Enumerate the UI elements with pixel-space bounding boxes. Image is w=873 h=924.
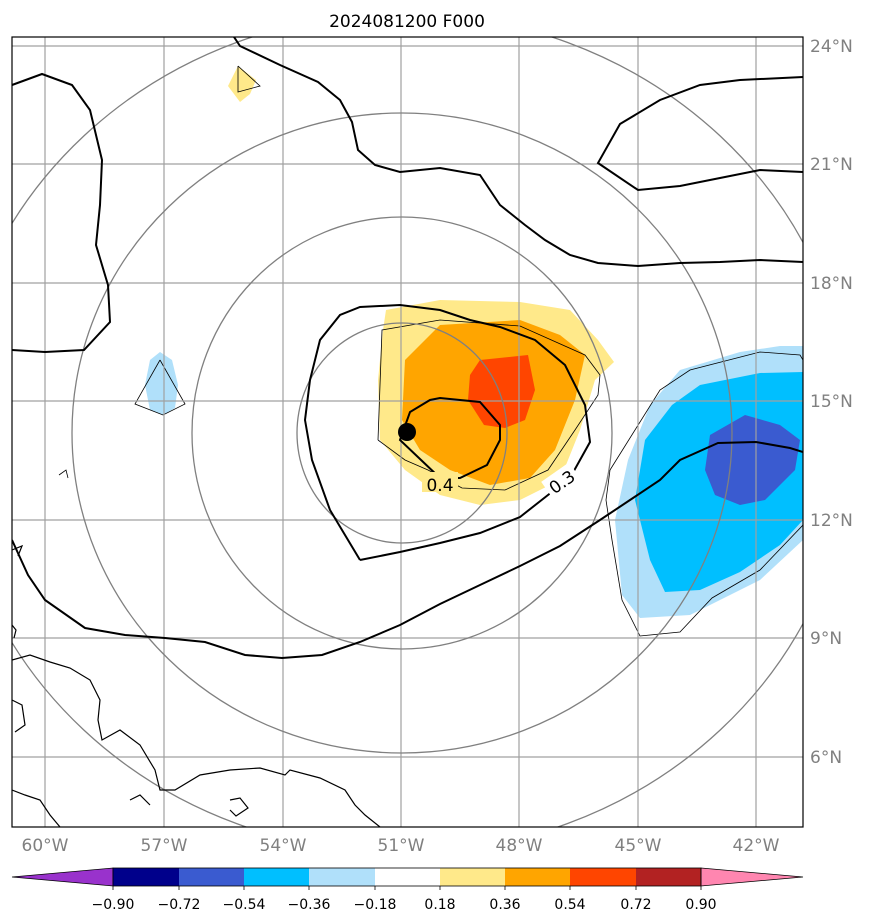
lon-label: 51°W bbox=[378, 836, 425, 856]
colorbar-tick-label: 0.54 bbox=[554, 897, 585, 913]
colorbar-segment bbox=[636, 868, 701, 886]
lon-label: 54°W bbox=[260, 836, 307, 856]
colorbar-segment bbox=[309, 868, 375, 886]
colorbar-segment bbox=[570, 868, 636, 886]
colorbar-tick-label: −0.72 bbox=[158, 897, 201, 913]
colorbar-tick-labels: −0.90 −0.72 −0.54 −0.36 −0.18 0.18 0.36 … bbox=[92, 897, 717, 913]
lon-label: 57°W bbox=[141, 836, 188, 856]
bold-contours bbox=[12, 37, 803, 660]
negative-anomaly-small bbox=[145, 352, 178, 415]
lat-label: 9°N bbox=[810, 629, 842, 649]
plot-area: 0.4 0.3 bbox=[12, 37, 803, 827]
lon-label: 42°W bbox=[733, 836, 780, 856]
lat-label: 21°N bbox=[810, 155, 853, 175]
colorbar-extend-low bbox=[11, 867, 114, 887]
lat-label: 24°N bbox=[810, 37, 853, 57]
lat-label: 6°N bbox=[810, 748, 842, 768]
latitude-labels: 24°N 21°N 18°N 15°N 12°N 9°N 6°N bbox=[810, 37, 853, 768]
colorbar-tick-label: 0.90 bbox=[685, 897, 716, 913]
colorbar-tick-label: 0.72 bbox=[620, 897, 651, 913]
colorbar bbox=[11, 867, 804, 890]
lon-label: 60°W bbox=[22, 836, 69, 856]
colorbar-tick-label: −0.90 bbox=[92, 897, 135, 913]
colorbar-segment bbox=[244, 868, 309, 886]
colorbar-segment bbox=[179, 868, 244, 886]
map-title: 2024081200 F000 bbox=[329, 12, 485, 32]
colorbar-segment bbox=[113, 868, 179, 886]
negative-anomaly-strong bbox=[705, 415, 800, 505]
colorbar-segment bbox=[440, 868, 505, 886]
lon-label: 48°W bbox=[496, 836, 543, 856]
contour-label-bg-1 bbox=[422, 472, 458, 492]
colorbar-tick-label: −0.54 bbox=[223, 897, 266, 913]
contour-label: 0.4 bbox=[426, 476, 453, 496]
positive-anomaly-strong bbox=[468, 355, 535, 428]
colorbar-extend-high bbox=[700, 867, 804, 887]
coastline bbox=[12, 544, 381, 827]
range-rings bbox=[12, 37, 803, 827]
longitude-labels: 60°W 57°W 54°W 51°W 48°W 45°W 42°W bbox=[22, 836, 780, 856]
colorbar-tick-label: 0.36 bbox=[489, 897, 520, 913]
colorbar-tick-label: −0.18 bbox=[354, 897, 397, 913]
lon-label: 45°W bbox=[615, 836, 662, 856]
map-frame bbox=[11, 36, 804, 828]
colorbar-outline bbox=[112, 867, 702, 887]
graticule bbox=[12, 37, 803, 827]
lat-label: 12°N bbox=[810, 511, 853, 531]
storm-center-marker bbox=[398, 423, 416, 441]
colorbar-segment bbox=[505, 868, 570, 886]
colorbar-tick-label: −0.36 bbox=[288, 897, 331, 913]
lat-label: 18°N bbox=[810, 274, 853, 294]
positive-anomaly-small bbox=[228, 66, 256, 102]
colorbar-tick-label: 0.18 bbox=[424, 897, 455, 913]
colorbar-segment bbox=[375, 868, 440, 886]
lat-label: 15°N bbox=[810, 392, 853, 412]
contour-label-bg-2 bbox=[541, 462, 581, 499]
